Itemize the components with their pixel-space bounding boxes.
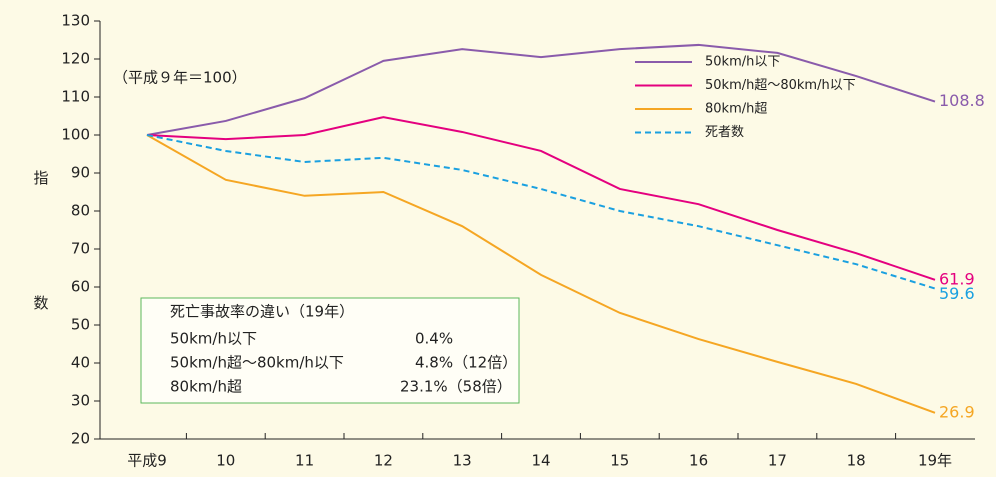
x-tick-label: 平成9 bbox=[127, 452, 167, 470]
x-tick-label: 10 bbox=[216, 452, 235, 470]
box-cell: 80km/h超 bbox=[170, 378, 242, 396]
x-tick-label: 13 bbox=[453, 452, 472, 470]
data-label: 26.9 bbox=[939, 402, 975, 421]
series-line bbox=[146, 134, 936, 414]
y-tick-label: 30 bbox=[71, 392, 90, 410]
data-label: 59.6 bbox=[939, 284, 975, 303]
legend-label: 50km/h以下 bbox=[705, 55, 780, 70]
legend-label: 80km/h超 bbox=[705, 102, 767, 117]
x-tick-label: 19年 bbox=[918, 452, 952, 470]
y-tick-label: 80 bbox=[71, 202, 90, 220]
box-cell: 50km/h超～80km/h以下 bbox=[170, 354, 344, 372]
y-tick-label: 120 bbox=[61, 50, 90, 68]
box-cell: 0.4% bbox=[415, 330, 453, 348]
y-tick-label: 20 bbox=[71, 430, 90, 448]
series-line bbox=[146, 116, 936, 281]
annotation: （平成９年＝100） bbox=[113, 69, 247, 87]
legend-label: 死者数 bbox=[705, 125, 744, 140]
x-tick-label: 11 bbox=[295, 452, 314, 470]
x-tick-label: 16 bbox=[689, 452, 708, 470]
box-cell: 4.8%（12倍） bbox=[415, 354, 517, 372]
x-tick-label: 18 bbox=[847, 452, 866, 470]
x-tick-label: 15 bbox=[610, 452, 629, 470]
y-tick-label: 100 bbox=[61, 126, 90, 144]
series-line bbox=[146, 134, 936, 290]
legend-label: 50km/h超～80km/h以下 bbox=[705, 78, 856, 93]
y-axis-label: 指数 bbox=[32, 170, 50, 420]
y-tick-label: 40 bbox=[71, 354, 90, 372]
y-tick-label: 70 bbox=[71, 240, 90, 258]
x-tick-label: 12 bbox=[374, 452, 393, 470]
box-cell: 23.1%（58倍） bbox=[400, 378, 512, 396]
y-tick-label: 50 bbox=[71, 316, 90, 334]
data-label: 108.8 bbox=[939, 91, 985, 110]
y-tick-label: 130 bbox=[61, 12, 90, 30]
y-tick-label: 90 bbox=[71, 164, 90, 182]
info-box bbox=[140, 297, 520, 404]
series-line bbox=[146, 43, 936, 136]
data-label: 61.9 bbox=[939, 269, 975, 288]
box-title: 死亡事故率の違い（19年） bbox=[170, 303, 354, 321]
x-tick-label: 14 bbox=[531, 452, 550, 470]
y-tick-label: 110 bbox=[61, 88, 90, 106]
x-tick-label: 17 bbox=[768, 452, 787, 470]
box-cell: 50km/h以下 bbox=[170, 330, 257, 348]
y-tick-label: 60 bbox=[71, 278, 90, 296]
